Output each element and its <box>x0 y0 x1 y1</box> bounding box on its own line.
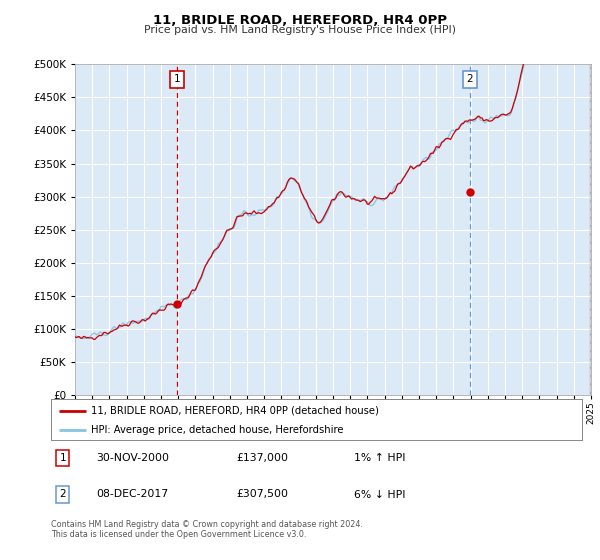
Text: 1: 1 <box>173 74 180 84</box>
Text: 2: 2 <box>466 74 473 84</box>
Text: £307,500: £307,500 <box>237 489 289 500</box>
Text: 6% ↓ HPI: 6% ↓ HPI <box>353 489 405 500</box>
Text: 30-NOV-2000: 30-NOV-2000 <box>96 453 169 463</box>
Text: 11, BRIDLE ROAD, HEREFORD, HR4 0PP (detached house): 11, BRIDLE ROAD, HEREFORD, HR4 0PP (deta… <box>91 405 379 416</box>
Text: 1% ↑ HPI: 1% ↑ HPI <box>353 453 405 463</box>
Text: 11, BRIDLE ROAD, HEREFORD, HR4 0PP: 11, BRIDLE ROAD, HEREFORD, HR4 0PP <box>153 14 447 27</box>
Text: 08-DEC-2017: 08-DEC-2017 <box>96 489 168 500</box>
Text: 1: 1 <box>59 453 66 463</box>
Text: 2: 2 <box>59 489 66 500</box>
Text: £137,000: £137,000 <box>237 453 289 463</box>
Text: HPI: Average price, detached house, Herefordshire: HPI: Average price, detached house, Here… <box>91 424 343 435</box>
Text: Price paid vs. HM Land Registry's House Price Index (HPI): Price paid vs. HM Land Registry's House … <box>144 25 456 35</box>
Text: Contains HM Land Registry data © Crown copyright and database right 2024.
This d: Contains HM Land Registry data © Crown c… <box>51 520 363 539</box>
